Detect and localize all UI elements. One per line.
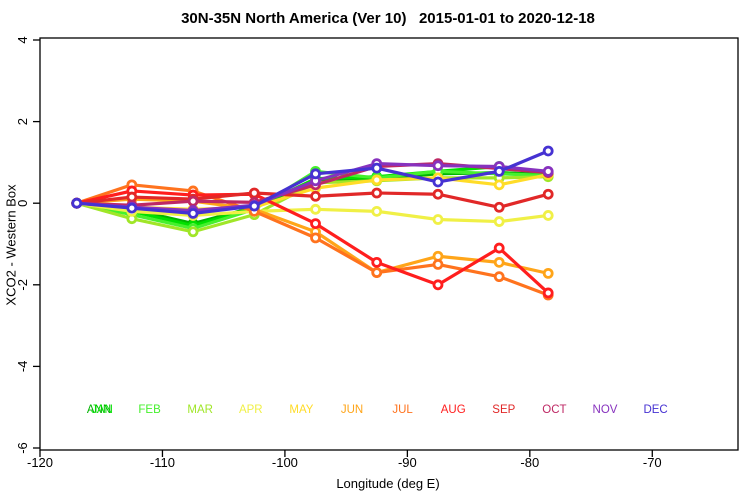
data-point-DEC bbox=[187, 207, 199, 219]
legend-ANN: ANN bbox=[87, 404, 111, 416]
data-point-MAY bbox=[371, 174, 383, 186]
data-point-APR bbox=[371, 205, 383, 217]
x-tick-label: -100 bbox=[272, 455, 298, 470]
data-point-DEC bbox=[432, 176, 444, 188]
legend-OCT: OCT bbox=[542, 404, 566, 416]
legend-SEP: SEP bbox=[492, 404, 515, 416]
data-point-APR bbox=[493, 216, 505, 227]
y-tick-label: -2 bbox=[15, 279, 30, 291]
legend-JUN: JUN bbox=[341, 404, 363, 416]
y-tick-label: 2 bbox=[15, 118, 30, 125]
data-point-JUL bbox=[310, 232, 321, 244]
data-point-DEC bbox=[126, 202, 138, 214]
data-point-NOV bbox=[542, 165, 554, 177]
data-point-APR bbox=[432, 214, 444, 225]
data-point-SEP bbox=[310, 190, 321, 202]
data-point-JUN bbox=[493, 256, 505, 268]
data-point-APR bbox=[310, 203, 321, 215]
data-point-AUG bbox=[310, 218, 321, 230]
data-point-SEP bbox=[432, 188, 444, 200]
y-tick-label: -4 bbox=[15, 361, 30, 373]
data-point-SEP bbox=[542, 188, 554, 200]
data-point-MAR bbox=[187, 226, 199, 238]
data-point-MAY bbox=[493, 179, 505, 191]
legend-NOV: NOV bbox=[593, 404, 618, 416]
legend-MAY: MAY bbox=[289, 404, 313, 416]
legend-JAN: JAN bbox=[91, 404, 113, 416]
data-point-DEC bbox=[371, 162, 383, 174]
data-point-AUG bbox=[542, 287, 554, 299]
data-point-JUL bbox=[432, 258, 444, 270]
data-point-AUG bbox=[493, 242, 505, 254]
data-point-APR bbox=[542, 210, 554, 221]
x-tick-label: -90 bbox=[398, 455, 417, 470]
data-point-DEC bbox=[310, 168, 321, 180]
data-point-DEC bbox=[71, 197, 83, 209]
x-tick-label: -110 bbox=[150, 455, 175, 470]
legend-APR: APR bbox=[239, 404, 263, 416]
y-tick-label: -6 bbox=[15, 442, 30, 454]
legend-MAR: MAR bbox=[187, 404, 213, 416]
plot-border bbox=[39, 37, 739, 451]
x-tick-label: -120 bbox=[27, 455, 53, 470]
y-tick-label: 4 bbox=[15, 36, 30, 43]
x-tick-label: -70 bbox=[643, 455, 662, 470]
data-point-SEP bbox=[248, 187, 260, 199]
legend-FEB: FEB bbox=[138, 404, 161, 416]
data-point-DEC bbox=[248, 200, 260, 212]
legend-AUG: AUG bbox=[441, 404, 466, 416]
data-point-OCT bbox=[187, 195, 199, 207]
data-point-JUN bbox=[542, 267, 554, 279]
data-point-DEC bbox=[542, 145, 554, 157]
x-tick-label: -80 bbox=[520, 455, 539, 470]
legend-JUL: JUL bbox=[392, 404, 413, 416]
data-point-AUG bbox=[432, 279, 444, 291]
legend-DEC: DEC bbox=[643, 404, 667, 416]
data-point-AUG bbox=[371, 256, 383, 268]
data-point-NOV bbox=[432, 160, 444, 172]
y-tick-label: 0 bbox=[15, 200, 30, 207]
data-point-SEP bbox=[493, 201, 505, 213]
x-axis-label: Longitude (deg E) bbox=[336, 476, 440, 491]
data-point-SEP bbox=[371, 187, 383, 199]
data-point-DEC bbox=[493, 165, 505, 177]
chart-title: 30N-35N North America (Ver 10) 2015-01-0… bbox=[181, 10, 595, 27]
data-point-JUL bbox=[493, 271, 505, 283]
data-point-JUL bbox=[371, 267, 383, 278]
